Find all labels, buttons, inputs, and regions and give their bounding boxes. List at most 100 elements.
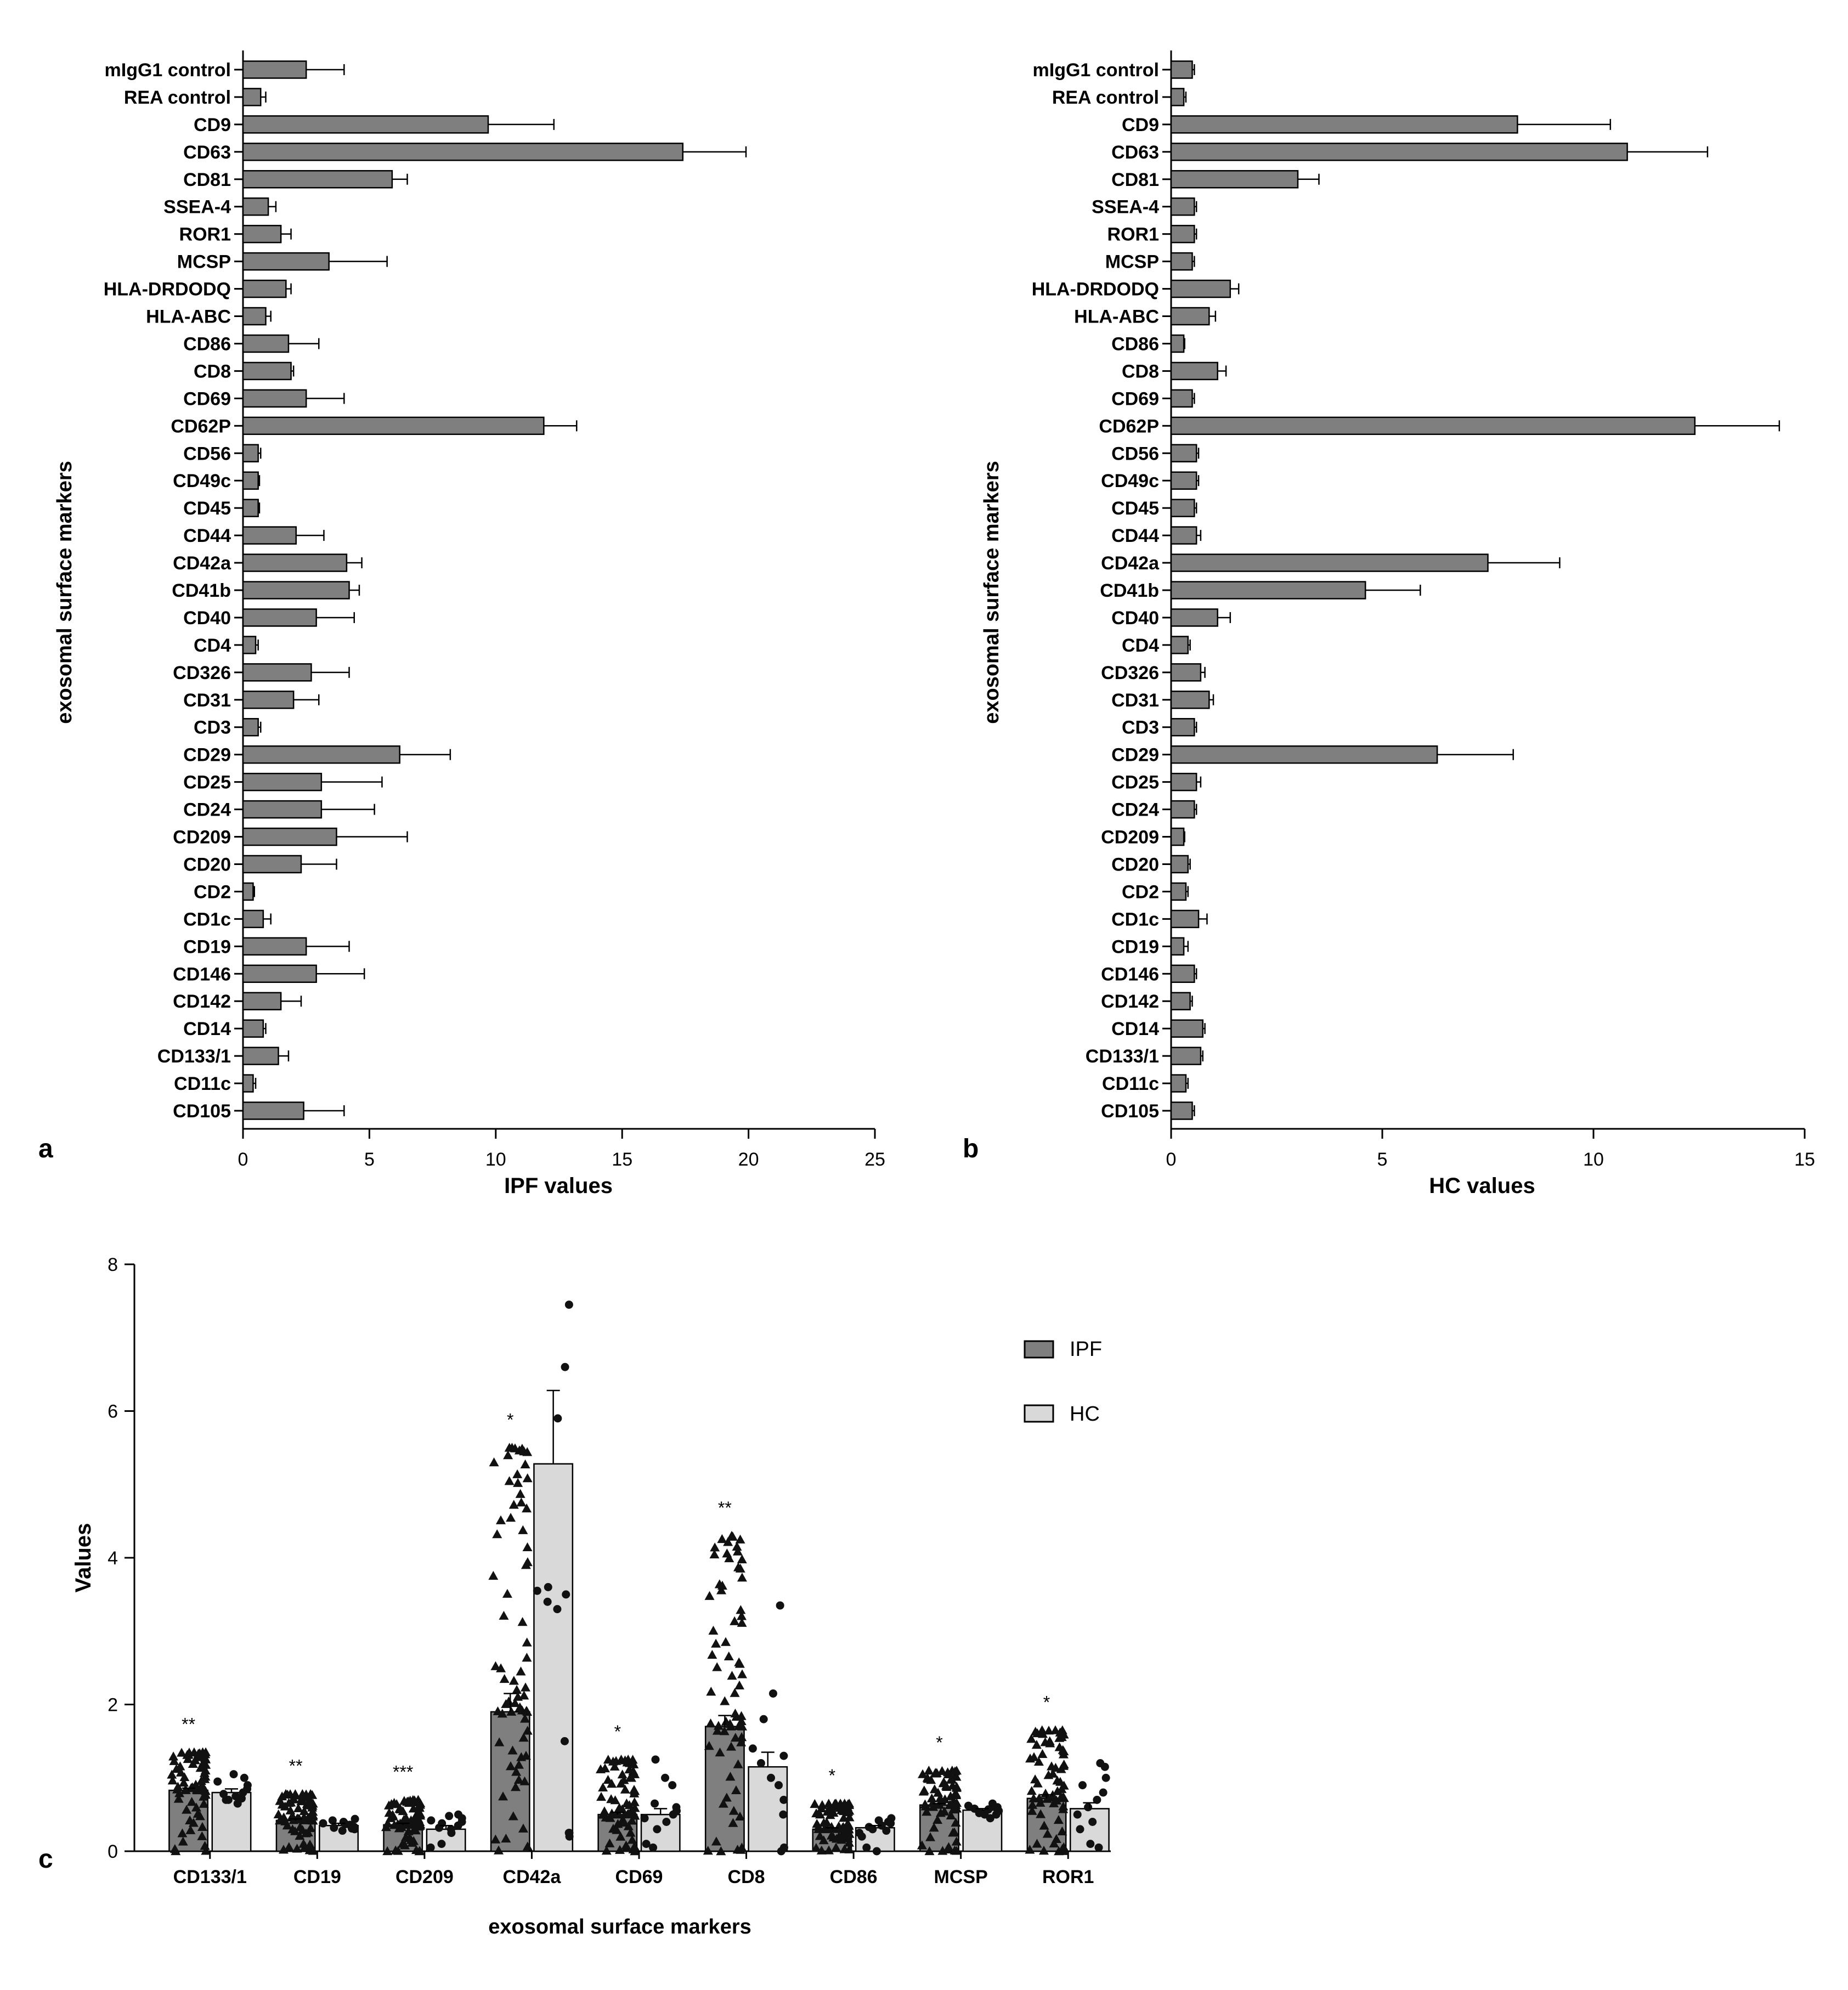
panel-c-point-ipf: [1051, 1834, 1061, 1843]
panel-c-significance: **: [718, 1498, 732, 1518]
panel-b-category-label: CD4: [1122, 635, 1159, 656]
panel-c-point-ipf: [926, 1793, 937, 1802]
panel-c-point-ipf: [382, 1818, 393, 1828]
panel-c-point-hc: [886, 1819, 895, 1828]
panel-c-point-ipf: [406, 1835, 416, 1844]
panel-c-point-ipf: [917, 1840, 927, 1850]
panel-a-category-label: CD63: [183, 142, 231, 163]
panel-c-point-ipf: [188, 1818, 199, 1827]
panel-a-bar: [242, 800, 323, 819]
panel-c-point-ipf: [195, 1763, 206, 1772]
panel-a-bar: [242, 636, 257, 654]
panel-c-point-ipf: [490, 1661, 501, 1670]
panel-c-point-hc: [661, 1773, 670, 1782]
panel-c-point-ipf: [414, 1822, 424, 1831]
panel-c-point-hc: [768, 1689, 777, 1698]
panel-c-point-hc: [319, 1819, 327, 1828]
panel-a-category-label: CD44: [183, 525, 231, 546]
panel-c-significance: *: [936, 1733, 942, 1752]
panel-c-point-ipf: [1030, 1726, 1041, 1736]
panel-c-point-ipf: [506, 1513, 516, 1522]
panel-c-point-ipf: [811, 1808, 822, 1818]
panel-a-x-tick-label: 15: [612, 1149, 632, 1170]
panel-b-category-label: CD29: [1111, 745, 1159, 766]
panel-c-point-ipf: [169, 1756, 179, 1765]
panel-a-bar: [242, 143, 684, 161]
panel-c-point-ipf: [703, 1846, 713, 1855]
panel-c-point-ipf: [620, 1784, 630, 1794]
panel-c-point-ipf: [1026, 1734, 1037, 1743]
panel-c-category-label: CD209: [395, 1867, 454, 1887]
panel-c-point-ipf: [501, 1833, 511, 1843]
panel-a-category-label: REA control: [124, 87, 231, 108]
panel-c-point-ipf: [951, 1789, 962, 1799]
panel-c-point-hc: [1086, 1840, 1095, 1848]
panel-c-point-ipf: [843, 1799, 853, 1808]
panel-c-point-ipf: [1059, 1746, 1069, 1756]
panel-c-point-ipf: [933, 1814, 943, 1824]
panel-c-point-hc: [1084, 1803, 1093, 1812]
panel-c-point-ipf: [179, 1772, 190, 1782]
panel-c-point-ipf: [1055, 1727, 1065, 1737]
panel-c-point-ipf: [732, 1845, 743, 1854]
panel-c-point-hc: [774, 1781, 783, 1790]
panel-b-x-tick-label: 5: [1377, 1149, 1388, 1170]
panel-c-point-ipf: [705, 1718, 716, 1728]
panel-c-point-hc: [759, 1715, 768, 1723]
panel-b-bar: [1170, 608, 1218, 627]
panel-c-point-ipf: [516, 1497, 527, 1507]
panel-c-point-ipf: [516, 1752, 527, 1761]
panel-c-point-ipf: [918, 1787, 929, 1796]
panel-c-point-hc: [565, 1829, 574, 1838]
panel-c-point-ipf: [1057, 1826, 1067, 1836]
panel-a-category-label: CD29: [183, 745, 231, 766]
panel-c-point-hc: [243, 1781, 252, 1790]
panel-c-point-ipf: [305, 1795, 315, 1805]
panel-c-point-hc: [862, 1843, 871, 1852]
panel-c-point-ipf: [495, 1515, 506, 1524]
panel-c-point-ipf: [496, 1663, 506, 1672]
panel-c-point-ipf: [710, 1542, 720, 1552]
panel-c-point-ipf: [519, 1776, 530, 1785]
panel-b-bar: [1170, 143, 1628, 161]
panel-a-bar: [242, 170, 393, 189]
panel-c-point-ipf: [511, 1782, 521, 1791]
panel-c-point-ipf: [624, 1764, 635, 1774]
panel-c-point-ipf: [948, 1828, 958, 1837]
panel-c-point-ipf: [924, 1846, 935, 1856]
panel-c-point-ipf: [737, 1573, 747, 1582]
panel-c-point-ipf: [712, 1662, 722, 1671]
panel-b-bar: [1170, 60, 1193, 79]
panel-c-point-hc: [964, 1801, 973, 1810]
panel-c-point-ipf: [413, 1814, 423, 1823]
panel-c-point-hc: [874, 1816, 883, 1825]
panel-c-point-hc: [748, 1744, 757, 1753]
panel-c-category-label: CD86: [830, 1867, 878, 1887]
panel-b-bar: [1170, 663, 1202, 682]
panel-c-point-hc: [668, 1781, 677, 1790]
panel-c-point-ipf: [1042, 1829, 1053, 1838]
panel-b-bar: [1170, 1047, 1202, 1065]
panel-c-point-ipf: [600, 1763, 610, 1773]
panel-c-point-hc: [975, 1808, 984, 1817]
panel-c-point-ipf: [173, 1794, 184, 1803]
panel-c-point-ipf: [737, 1669, 748, 1678]
panel-b-category-label: CD62P: [1099, 416, 1159, 437]
panel-c-label: c: [38, 1845, 53, 1874]
panel-c-point-ipf: [920, 1801, 931, 1811]
panel-b-category-label: CD69: [1111, 388, 1159, 409]
panel-b-bar: [1170, 553, 1489, 572]
panel-a-category-label: CD81: [183, 169, 231, 190]
panel-c-point-ipf: [925, 1832, 936, 1841]
panel-c-point-ipf: [493, 1706, 503, 1716]
panel-b-bar: [1170, 307, 1210, 326]
panel-c-point-hc: [864, 1823, 873, 1831]
panel-c-y-tick-label: 2: [108, 1695, 118, 1716]
panel-c-point-ipf: [841, 1830, 851, 1840]
panel-c-point-ipf: [522, 1653, 532, 1662]
panel-c-point-ipf: [922, 1807, 932, 1816]
panel-c-point-ipf: [382, 1846, 393, 1856]
panel-c-point-ipf: [1025, 1845, 1035, 1854]
panel-c-category-label: CD69: [615, 1867, 663, 1887]
